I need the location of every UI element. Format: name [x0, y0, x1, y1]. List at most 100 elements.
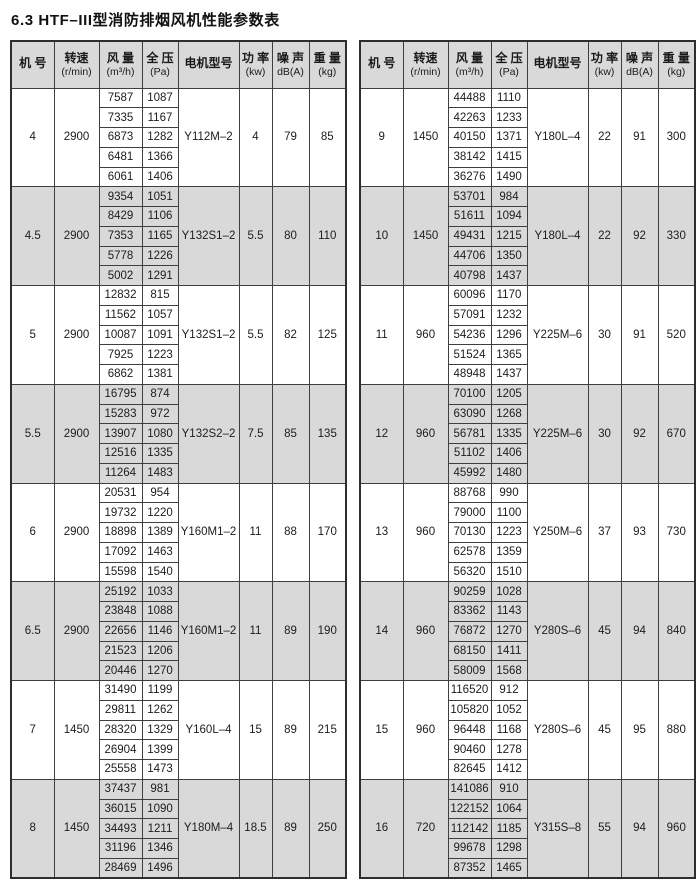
- cell-motor-model: Y280S–6: [526, 680, 589, 780]
- cell-pressure: 912: [490, 680, 528, 701]
- cell-fan-size: 4.5: [10, 186, 55, 286]
- column-label-speed: 转速: [413, 50, 438, 65]
- cell-pressure: 1106: [141, 206, 179, 227]
- cell-pressure: 1335: [490, 423, 528, 444]
- table-body: 4 2900 7587 1087 Y112M–2 4 79 85 7335 1167 6873 128…: [10, 87, 347, 879]
- cell-power: 55: [587, 778, 622, 879]
- cell-airflow: 99678: [447, 838, 492, 859]
- cell-airflow: 31490: [98, 680, 143, 701]
- cell-pressure: 1168: [490, 719, 528, 741]
- cell-pressure: 1170: [490, 285, 528, 306]
- cell-speed: 960: [402, 680, 449, 780]
- cell-speed: 1450: [402, 186, 449, 286]
- cell-airflow: 51102: [447, 443, 492, 464]
- cell-pressure: 1480: [490, 462, 528, 484]
- cell-noise: 94: [620, 581, 659, 681]
- cell-speed: 960: [402, 581, 449, 681]
- cell-weight: 840: [657, 581, 696, 681]
- cell-fan-size: 11: [359, 285, 404, 385]
- column-label-noise: 噪 声: [276, 50, 305, 65]
- cell-airflow: 42263: [447, 107, 492, 128]
- cell-pressure: 990: [490, 482, 528, 504]
- cell-pressure: 1226: [141, 245, 179, 267]
- tables-container: 机 号转速 (r/min) 风 量 (m³/h) 全 压 (Pa) 电机型号功 率 (kw) 噪…: [10, 40, 696, 879]
- column-unit-power: (kw): [594, 65, 615, 78]
- cell-airflow: 36015: [98, 798, 143, 820]
- cell-pressure: 1399: [141, 739, 179, 760]
- column-label-flow: 风 量: [106, 50, 135, 65]
- cell-motor-model: Y132S1–2: [177, 285, 240, 385]
- cell-power: 5.5: [238, 285, 273, 385]
- column-unit-speed: (r/min): [410, 65, 441, 78]
- cell-pressure: 1052: [490, 699, 528, 721]
- column-label-weight: 重 量: [313, 50, 341, 65]
- cell-pressure: 1211: [141, 818, 179, 839]
- cell-airflow: 26904: [98, 739, 143, 760]
- cell-pressure: 1220: [141, 502, 179, 523]
- cell-weight: 880: [657, 680, 696, 780]
- cell-fan-size: 5.5: [10, 383, 55, 484]
- cell-airflow: 22656: [98, 620, 143, 642]
- cell-speed: 960: [402, 285, 449, 385]
- column-label-noise: 噪 声: [625, 50, 654, 65]
- cell-weight: 215: [308, 680, 347, 780]
- cell-airflow: 5002: [98, 265, 143, 286]
- cell-airflow: 56320: [447, 561, 492, 583]
- cell-pressure: 1359: [490, 541, 528, 563]
- cell-pressure: 815: [141, 285, 179, 306]
- cell-pressure: 1366: [141, 146, 179, 168]
- cell-weight: 125: [308, 285, 347, 385]
- cell-pressure: 1232: [490, 304, 528, 326]
- cell-airflow: 23848: [98, 601, 143, 622]
- column-label-flow: 风 量: [455, 50, 484, 65]
- cell-airflow: 48948: [447, 364, 492, 385]
- cell-airflow: 5778: [98, 245, 143, 267]
- cell-speed: 2900: [53, 482, 100, 583]
- cell-weight: 110: [308, 186, 347, 286]
- cell-airflow: 6862: [98, 364, 143, 385]
- cell-pressure: 1296: [490, 324, 528, 346]
- cell-fan-size: 5: [10, 285, 55, 385]
- column-label-motor: 电机型号: [533, 56, 582, 71]
- cell-airflow: 70130: [447, 522, 492, 543]
- cell-pressure: 1483: [141, 462, 179, 484]
- cell-pressure: 1406: [490, 443, 528, 464]
- cell-airflow: 90259: [447, 581, 492, 602]
- fan-params-table-left: 机 号转速 (r/min) 风 量 (m³/h) 全 压 (Pa) 电机型号功 率 (kw) 噪…: [10, 40, 347, 879]
- cell-noise: 80: [271, 186, 310, 286]
- cell-pressure: 984: [490, 186, 528, 207]
- cell-pressure: 1540: [141, 561, 179, 583]
- cell-motor-model: Y225M–6: [526, 285, 589, 385]
- cell-airflow: 17092: [98, 541, 143, 563]
- cell-noise: 92: [620, 186, 659, 286]
- cell-pressure: 1381: [141, 364, 179, 385]
- cell-pressure: 1051: [141, 186, 179, 207]
- cell-airflow: 16795: [98, 383, 143, 405]
- cell-airflow: 96448: [447, 719, 492, 741]
- cell-power: 45: [587, 680, 622, 780]
- cell-pressure: 1064: [490, 798, 528, 820]
- cell-noise: 92: [620, 383, 659, 484]
- cell-pressure: 1490: [490, 166, 528, 188]
- cell-airflow: 116520: [447, 680, 492, 701]
- column-header-pressure: 全 压 (Pa): [141, 40, 179, 89]
- cell-noise: 85: [271, 383, 310, 484]
- cell-airflow: 44488: [447, 87, 492, 109]
- column-header-flow: 风 量 (m³/h): [447, 40, 492, 89]
- cell-airflow: 51524: [447, 344, 492, 365]
- column-unit-pressure: (Pa): [499, 65, 519, 78]
- cell-speed: 960: [402, 482, 449, 583]
- cell-airflow: 40798: [447, 265, 492, 286]
- cell-motor-model: Y132S2–2: [177, 383, 240, 484]
- cell-airflow: 20531: [98, 482, 143, 504]
- cell-noise: 91: [620, 87, 659, 188]
- cell-fan-size: 12: [359, 383, 404, 484]
- cell-airflow: 63090: [447, 403, 492, 425]
- cell-airflow: 60096: [447, 285, 492, 306]
- cell-fan-size: 4: [10, 87, 55, 188]
- cell-pressure: 1205: [490, 383, 528, 405]
- cell-airflow: 28469: [98, 857, 143, 879]
- column-label-speed: 转速: [64, 50, 89, 65]
- cell-pressure: 1028: [490, 581, 528, 602]
- cell-pressure: 1057: [141, 304, 179, 326]
